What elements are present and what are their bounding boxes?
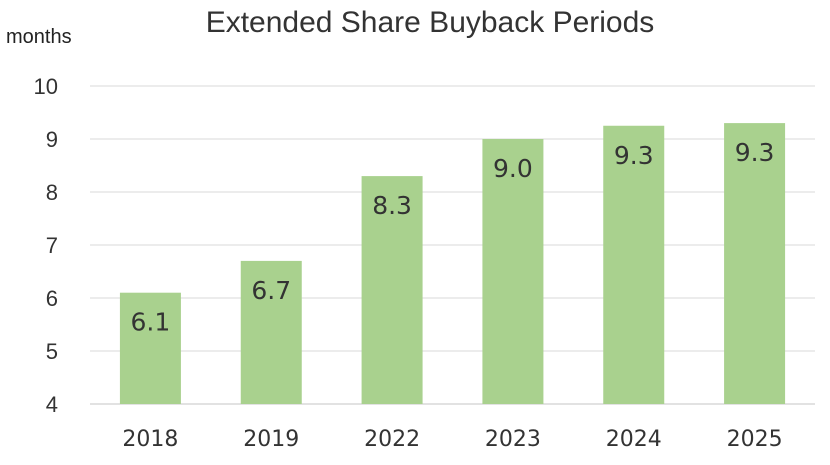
y-tick-label: 7: [46, 233, 58, 258]
bar-2023: [482, 139, 544, 404]
y-axis-ticks: 4 5 6 7 8 9 10: [34, 74, 58, 417]
chart-title: Extended Share Buyback Periods: [205, 6, 655, 39]
bar-2018: [119, 292, 181, 404]
data-label-2023: 9.0: [493, 154, 533, 183]
bar-2019: [240, 260, 302, 404]
data-label-2022: 8.3: [372, 191, 412, 220]
x-tick-label-2018: 2018: [122, 427, 178, 452]
data-labels: 6.1 6.7 8.3 9.0 9.3 9.3: [131, 138, 775, 337]
x-tick-label-2025: 2025: [727, 427, 783, 452]
bar-2025: [724, 123, 786, 404]
y-tick-label: 10: [34, 74, 58, 99]
bars: [119, 123, 786, 404]
x-tick-label-2023: 2023: [485, 427, 541, 452]
x-tick-label-2022: 2022: [364, 427, 420, 452]
y-tick-label: 4: [46, 392, 58, 417]
x-axis-ticks: 2018 2019 2022 2023 2024 2025: [122, 427, 782, 452]
bar-2024: [603, 125, 665, 404]
y-tick-label: 5: [46, 339, 58, 364]
data-label-2024: 9.3: [614, 141, 654, 170]
data-label-2018: 6.1: [131, 308, 171, 337]
data-label-2025: 9.3: [735, 138, 775, 167]
y-tick-label: 8: [46, 180, 58, 205]
data-label-2019: 6.7: [251, 276, 291, 305]
x-tick-label-2019: 2019: [243, 427, 299, 452]
y-tick-label: 9: [46, 127, 58, 152]
gridlines: [90, 85, 815, 405]
y-axis-unit-label: months: [6, 26, 72, 48]
y-tick-label: 6: [46, 286, 58, 311]
x-tick-label-2024: 2024: [606, 427, 662, 452]
bar-2022: [361, 176, 423, 404]
